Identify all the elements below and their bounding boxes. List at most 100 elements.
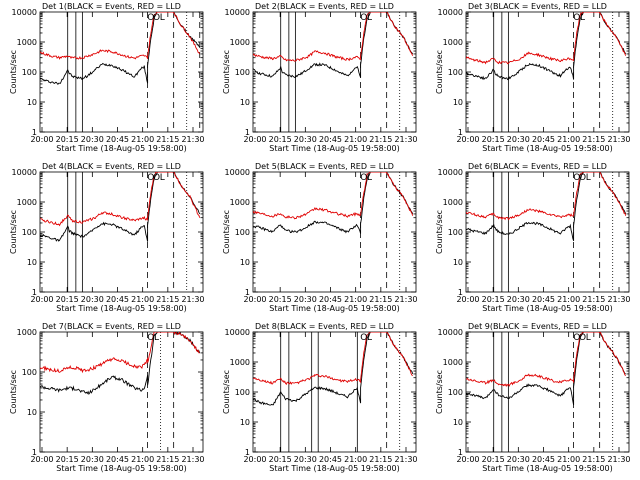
x-tick-label: 20:00 xyxy=(30,135,53,144)
x-tick-label: 20:30 xyxy=(294,135,317,144)
y-tick-label: 10 xyxy=(453,258,463,267)
y-tick-label: 1 xyxy=(245,448,250,457)
y-tick-label: 1000 xyxy=(443,358,463,367)
panel-title: Det 6(BLACK = Events, RED = LLD xyxy=(468,162,607,171)
x-tick-label: 20:45 xyxy=(532,295,555,304)
flag-marker-label: L xyxy=(160,173,165,183)
y-tick-label: 100 xyxy=(448,228,463,237)
y-tick-label: 1 xyxy=(245,128,250,137)
flag-marker-label: L xyxy=(154,333,159,343)
y-tick-label: 10 xyxy=(453,418,463,427)
y-tick-label: 1 xyxy=(32,448,37,457)
flag-marker-label: L xyxy=(367,333,372,343)
panel-det-8: Det 8(BLACK = Events, RED = LLD 1 10 100 100… xyxy=(222,322,418,473)
x-tick-label: 20:00 xyxy=(30,295,53,304)
series-lld-line xyxy=(466,332,627,387)
x-tick-label: 21:15 xyxy=(156,135,179,144)
panel-title: Det 7(BLACK = Events, RED = LLD xyxy=(42,322,181,331)
y-axis-label: Counts/sec xyxy=(435,50,444,94)
plot-frame xyxy=(465,11,630,133)
x-tick-label: 20:15 xyxy=(269,455,292,464)
y-tick-label: 1000 xyxy=(17,38,37,47)
x-tick-label: 20:00 xyxy=(456,135,479,144)
x-tick-label: 21:30 xyxy=(607,135,630,144)
y-tick-label: 1 xyxy=(32,128,37,137)
y-tick-label: 100 xyxy=(235,388,250,397)
x-tick-label: 21:15 xyxy=(582,295,605,304)
y-tick-label: 10000 xyxy=(438,328,463,337)
series-lld-line xyxy=(253,332,413,385)
flag-marker-label: L xyxy=(367,13,372,23)
flag-marker-label: L xyxy=(586,173,591,183)
x-tick-label: 20:30 xyxy=(81,295,104,304)
flag-marker-label: L xyxy=(580,13,585,23)
y-tick-label: 1000 xyxy=(443,198,463,207)
y-axis-label: Counts/sec xyxy=(9,50,18,94)
x-tick-label: 21:00 xyxy=(131,135,154,144)
x-tick-label: 20:45 xyxy=(532,135,555,144)
y-tick-label: 1 xyxy=(458,288,463,297)
x-tick-label: 21:15 xyxy=(156,455,179,464)
flag-marker-label: O xyxy=(153,173,160,183)
y-tick-label: 10 xyxy=(27,98,37,107)
flag-marker-label: O xyxy=(579,333,586,343)
x-tick-label: 20:45 xyxy=(319,295,342,304)
flag-marker-label: L xyxy=(160,13,165,23)
x-tick-label: 20:45 xyxy=(319,455,342,464)
x-tick-label: 21:30 xyxy=(394,455,417,464)
y-axis-label: Counts/sec xyxy=(222,370,231,414)
x-tick-label: 20:30 xyxy=(81,455,104,464)
series-events-line xyxy=(466,12,627,81)
x-tick-label: 20:45 xyxy=(106,455,129,464)
x-tick-label: 21:00 xyxy=(131,295,154,304)
x-axis-label: Start Time (18-Aug-05 19:58:00) xyxy=(56,464,187,473)
panel-det-9: Det 9(BLACK = Events, RED = LLD 1 10 100 100… xyxy=(435,322,631,473)
x-axis-label: Start Time (18-Aug-05 19:58:00) xyxy=(482,304,613,313)
flag-marker-label: O xyxy=(147,173,154,183)
y-tick-label: 10 xyxy=(27,258,37,267)
series-events-line xyxy=(253,332,414,406)
x-tick-label: 21:15 xyxy=(369,455,392,464)
flag-marker-label: O xyxy=(360,13,367,23)
x-tick-label: 20:15 xyxy=(482,295,505,304)
x-tick-label: 21:30 xyxy=(394,135,417,144)
x-tick-label: 21:30 xyxy=(607,455,630,464)
series-events-line xyxy=(40,172,201,242)
y-tick-label: 1 xyxy=(245,288,250,297)
x-axis-label: Start Time (18-Aug-05 19:58:00) xyxy=(482,464,613,473)
flag-marker-label: O xyxy=(147,13,154,23)
x-tick-label: 20:00 xyxy=(243,295,266,304)
x-tick-label: 21:00 xyxy=(344,295,367,304)
x-tick-label: 20:15 xyxy=(56,135,79,144)
series-lld-line xyxy=(40,332,200,374)
x-tick-label: 20:00 xyxy=(30,455,53,464)
y-axis-label: Counts/sec xyxy=(435,370,444,414)
x-tick-label: 20:30 xyxy=(81,135,104,144)
x-tick-label: 20:30 xyxy=(507,455,530,464)
y-axis-label: Counts/sec xyxy=(222,210,231,254)
plot-frame xyxy=(465,331,630,453)
x-tick-label: 21:00 xyxy=(557,295,580,304)
flag-marker-label: L xyxy=(586,333,591,343)
panel-det-6: Det 6(BLACK = Events, RED = LLD 1 10 100 100… xyxy=(435,162,631,313)
x-tick-label: 21:15 xyxy=(369,295,392,304)
panel-det-5: Det 5(BLACK = Events, RED = LLD 1 10 100 100… xyxy=(222,162,418,313)
y-tick-label: 10 xyxy=(240,258,250,267)
y-tick-label: 10000 xyxy=(12,8,37,17)
x-tick-label: 20:30 xyxy=(507,135,530,144)
plot-frame xyxy=(39,331,204,453)
series-events-line xyxy=(253,172,414,234)
series-events-line xyxy=(466,332,626,406)
x-tick-label: 21:30 xyxy=(607,295,630,304)
panel-det-7: Det 7(BLACK = Events, RED = LLD 1 10 100 100… xyxy=(9,322,205,473)
flag-marker-label: O xyxy=(573,333,580,343)
series-lld-line xyxy=(253,172,414,220)
y-tick-label: 1000 xyxy=(443,38,463,47)
y-tick-label: 1000 xyxy=(230,38,250,47)
x-axis-label: Start Time (18-Aug-05 19:58:00) xyxy=(482,144,613,153)
panel-title: Det 1(BLACK = Events, RED = LLD xyxy=(42,2,181,11)
y-tick-label: 10000 xyxy=(225,328,250,337)
y-tick-label: 1000 xyxy=(17,198,37,207)
y-tick-label: 10000 xyxy=(12,168,37,177)
